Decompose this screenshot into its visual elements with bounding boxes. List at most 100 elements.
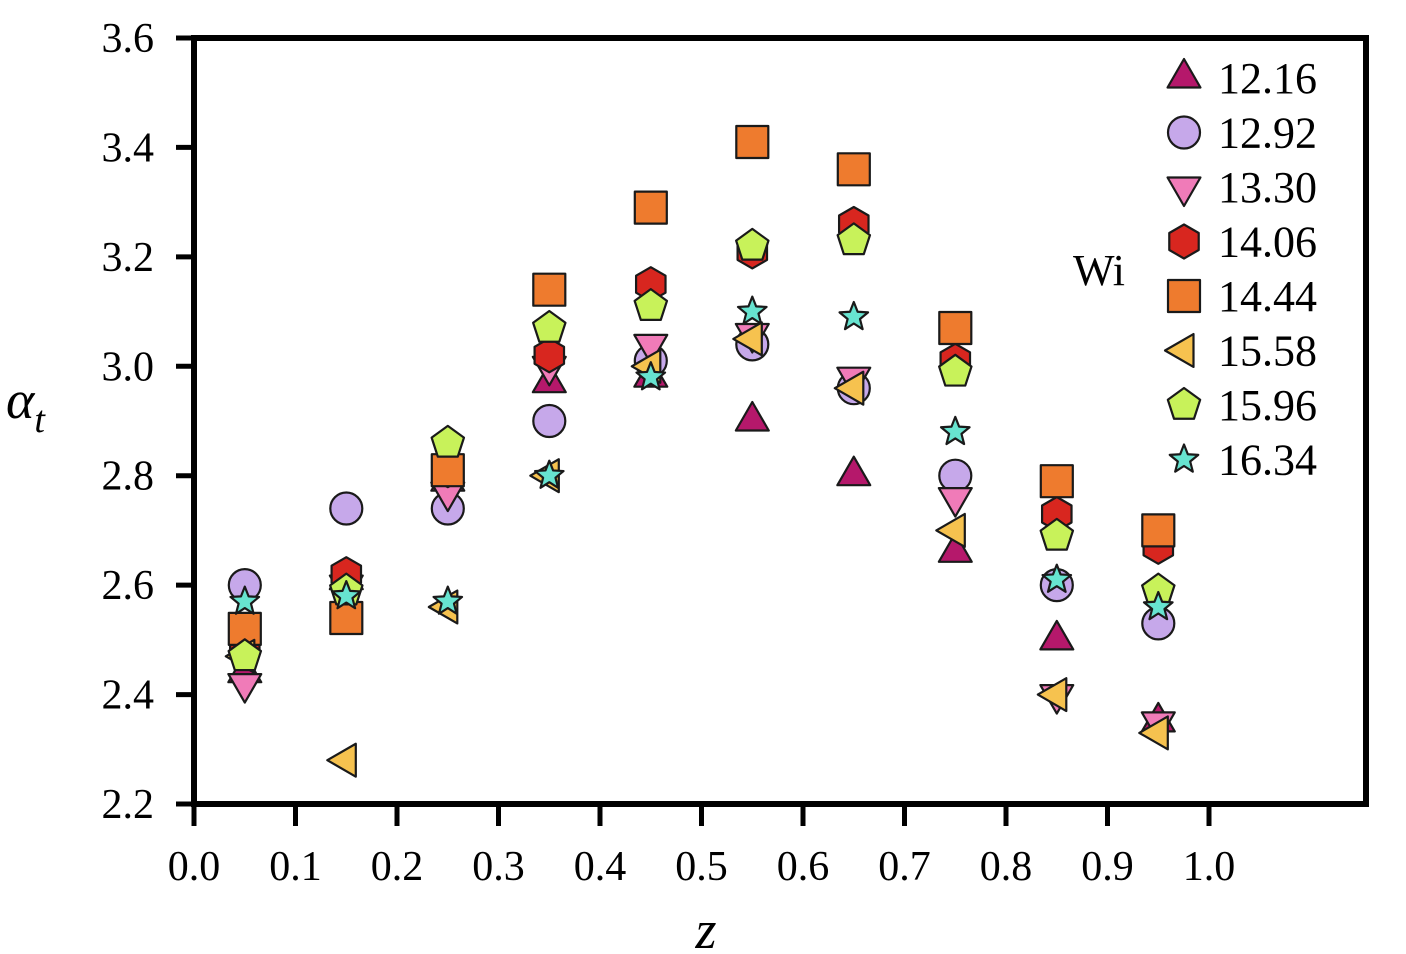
data-point	[836, 152, 871, 187]
legend-marker	[1166, 115, 1202, 150]
data-point	[330, 579, 362, 610]
x-axis-ticks: 0.0 0.1 0.2 0.3 0.4 0.5 0.6 0.7 0.8 0.9 1.0	[168, 804, 1236, 890]
data-point	[937, 487, 973, 518]
data-point	[1138, 715, 1169, 751]
data-point	[227, 672, 263, 704]
x-tick-label: 1.0	[1183, 844, 1236, 890]
series-16.34	[229, 295, 1174, 621]
series-15.96	[227, 222, 1176, 672]
data-point	[1039, 464, 1074, 499]
data-point	[1039, 619, 1075, 651]
y-tick-label: 2.6	[102, 563, 155, 609]
y-tick-label: 2.4	[102, 673, 155, 719]
y-tick-label: 2.8	[102, 454, 155, 500]
legend-item: 13.30	[1166, 163, 1317, 212]
series-14.06	[228, 205, 1175, 664]
legend-item: 12.16	[1166, 54, 1317, 103]
data-point	[329, 600, 364, 636]
legend-item: 15.96	[1166, 381, 1317, 430]
data-point	[833, 370, 865, 406]
legend-marker	[1166, 278, 1202, 314]
legend-item: 14.44	[1166, 272, 1317, 321]
data-point	[735, 124, 770, 160]
data-point	[326, 742, 357, 778]
data-point	[1039, 517, 1075, 551]
legend-item: 15.58	[1163, 327, 1317, 376]
x-tick-label: 0.2	[371, 844, 424, 890]
series-13.30	[227, 322, 1176, 743]
legend-label: 14.06	[1218, 218, 1317, 267]
data-point	[938, 458, 973, 493]
data-points	[224, 124, 1176, 778]
x-tick-label: 0.7	[878, 844, 931, 890]
data-point	[938, 353, 973, 387]
legend-item: 12.92	[1166, 109, 1317, 158]
data-point	[938, 310, 973, 346]
data-point	[836, 455, 872, 487]
y-axis-label: αt	[6, 370, 46, 441]
legend-label: 13.30	[1218, 163, 1317, 212]
legend-marker	[1166, 176, 1202, 208]
data-point	[735, 227, 770, 261]
x-tick-label: 0.3	[472, 844, 525, 890]
legend-marker	[1163, 332, 1195, 369]
data-point	[836, 222, 872, 256]
data-point	[633, 288, 669, 321]
data-point	[635, 361, 667, 391]
series-12.16	[227, 357, 1176, 733]
legend-marker	[1168, 223, 1200, 260]
y-tick-label: 3.0	[102, 344, 155, 390]
series-15.58	[224, 321, 1169, 778]
data-point	[1141, 513, 1176, 548]
legend-marker	[1166, 57, 1202, 89]
data-point	[329, 491, 364, 526]
x-tick-label: 0.4	[574, 844, 627, 890]
data-point	[939, 415, 971, 446]
plot-frame	[191, 35, 1369, 807]
x-tick-label: 0.5	[675, 844, 728, 890]
data-point	[532, 403, 567, 439]
data-point	[533, 459, 565, 489]
data-point	[1036, 677, 1068, 713]
x-tick-label: 0.8	[980, 844, 1033, 890]
legend-marker	[1168, 443, 1200, 473]
data-point	[634, 266, 667, 303]
data-point	[633, 333, 669, 365]
data-point	[937, 532, 973, 563]
x-tick-label: 0.6	[777, 844, 830, 890]
data-point	[732, 321, 763, 357]
y-axis-label-subscript: t	[34, 399, 46, 441]
x-tick-label: 0.9	[1081, 844, 1134, 890]
data-point	[532, 272, 567, 307]
legend-label: 14.44	[1218, 272, 1317, 321]
data-point	[1041, 563, 1073, 593]
data-point	[838, 300, 870, 331]
legend-marker	[1166, 386, 1202, 420]
legend-label: 16.34	[1218, 436, 1317, 485]
x-axis-label: z	[694, 900, 716, 954]
data-point	[736, 295, 768, 325]
legend-item: 16.34	[1168, 436, 1317, 485]
legend-label: 12.16	[1218, 54, 1317, 103]
data-point	[532, 309, 567, 343]
y-tick-label: 3.4	[102, 125, 155, 171]
data-point	[1142, 590, 1174, 621]
legend: 12.16 12.92 13.30 14.06 14.44 15.58 15.96 16.34	[1163, 54, 1317, 485]
data-point	[734, 400, 770, 432]
data-point	[533, 337, 566, 374]
legend-label: 12.92	[1218, 109, 1317, 158]
data-point	[633, 190, 668, 225]
x-tick-label: 0.0	[168, 844, 221, 890]
data-point	[935, 512, 966, 548]
data-point	[430, 453, 465, 488]
legend-title: Wi	[1073, 246, 1125, 295]
y-axis-label-symbol: α	[6, 370, 36, 430]
y-tick-label: 3.2	[102, 235, 155, 281]
legend-label: 15.96	[1218, 381, 1317, 430]
y-axis-ticks: 2.2 2.4 2.6 2.8 3.0 3.2 3.4 3.6	[102, 16, 194, 828]
series-12.92	[227, 327, 1176, 641]
y-tick-label: 3.6	[102, 16, 155, 62]
data-point	[432, 585, 464, 615]
legend-item: 14.06	[1168, 218, 1317, 267]
